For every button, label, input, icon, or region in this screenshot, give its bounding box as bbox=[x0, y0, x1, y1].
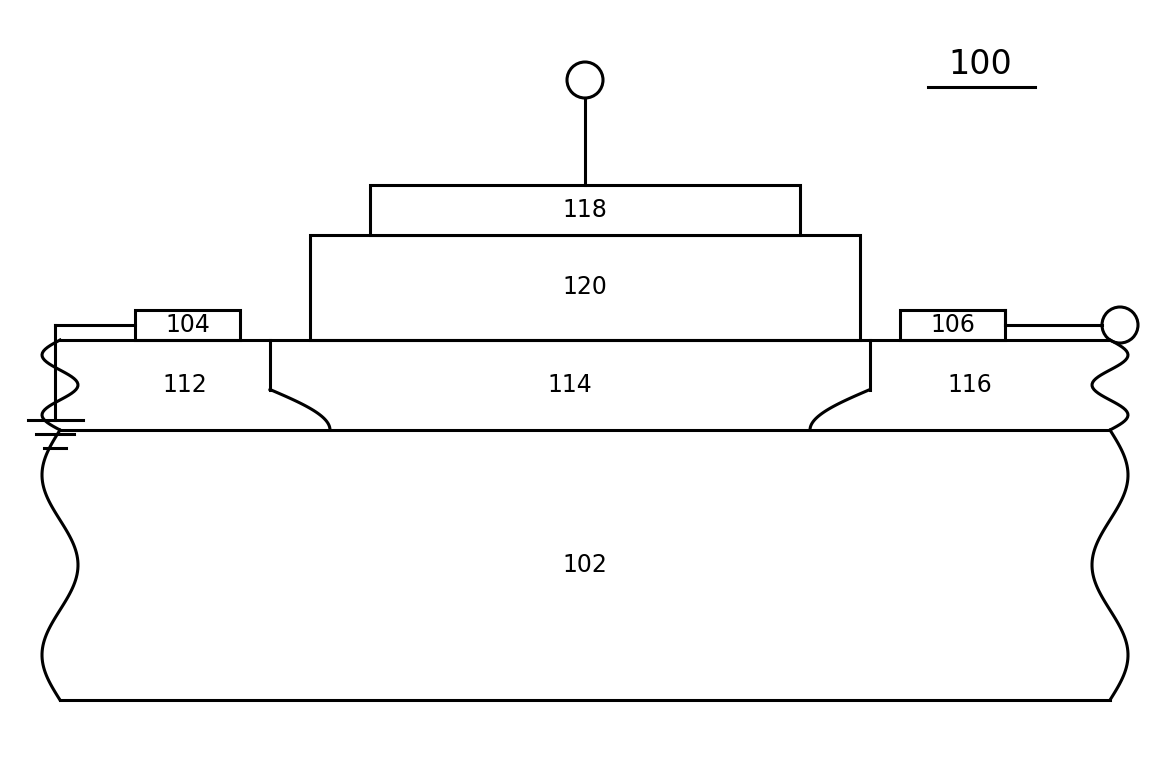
Text: 120: 120 bbox=[563, 276, 607, 300]
Bar bbox=[135, 310, 240, 340]
Bar bbox=[310, 235, 860, 340]
Text: 116: 116 bbox=[947, 373, 993, 397]
Text: 104: 104 bbox=[165, 313, 210, 337]
Bar bbox=[370, 185, 800, 235]
Text: 112: 112 bbox=[162, 373, 207, 397]
Text: 118: 118 bbox=[563, 198, 607, 222]
Text: 114: 114 bbox=[548, 373, 592, 397]
Bar bbox=[900, 310, 1005, 340]
Text: 106: 106 bbox=[931, 313, 975, 337]
Text: 102: 102 bbox=[563, 553, 607, 577]
Text: 100: 100 bbox=[948, 49, 1012, 81]
